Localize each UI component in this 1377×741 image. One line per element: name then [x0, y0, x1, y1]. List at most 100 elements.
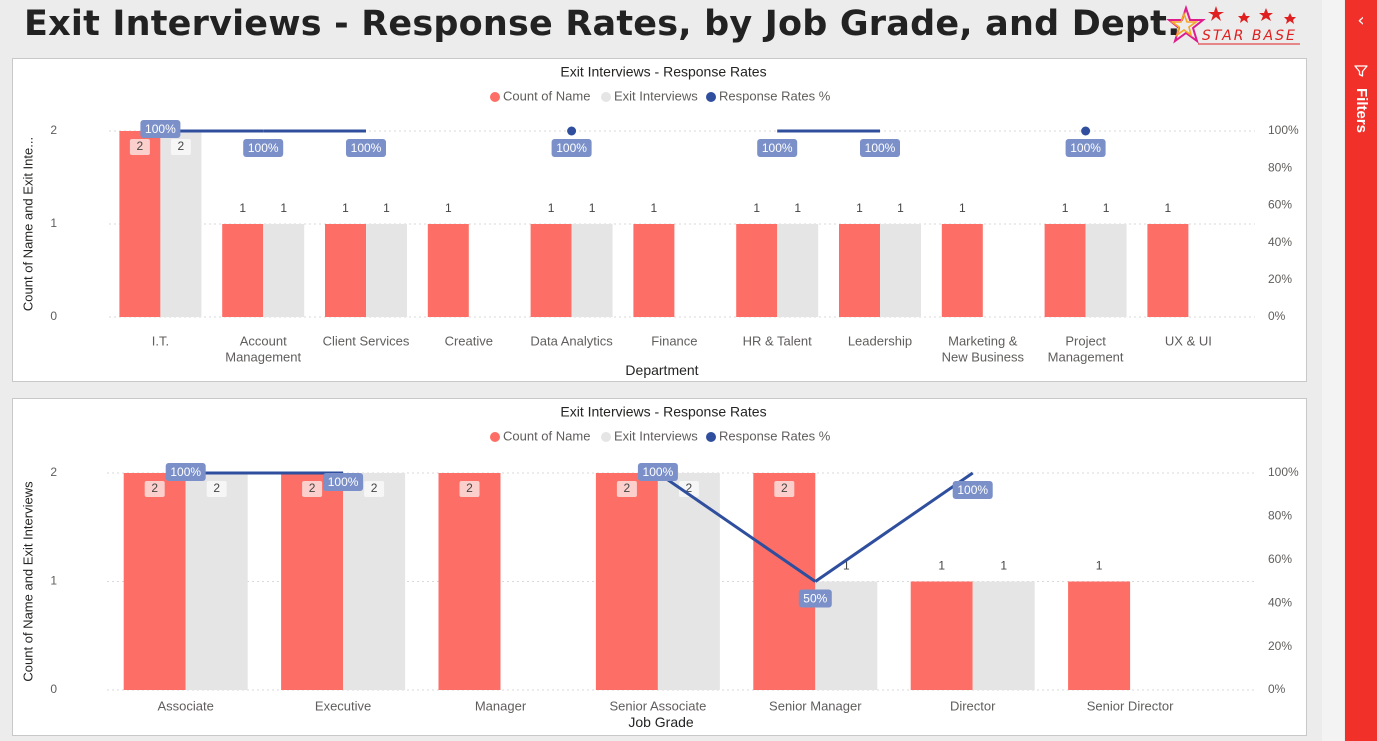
- legend-label-3: Response Rates %: [719, 428, 831, 443]
- rate-label-box: [637, 463, 678, 481]
- data-label-exit-interviews: 1: [794, 201, 801, 215]
- bar-count-of-name: [595, 473, 658, 690]
- data-label-count-of-name-box: [616, 481, 637, 497]
- data-label-count-of-name-box: [774, 481, 795, 497]
- data-label-exit-interviews: 1: [1000, 559, 1007, 573]
- data-label-count-of-name: 2: [781, 481, 788, 495]
- data-label-exit-interviews: 1: [280, 201, 287, 215]
- legend-marker-1: [490, 92, 500, 102]
- y-tick-label: 1: [50, 574, 57, 588]
- y2-tick-label: 40%: [1268, 595, 1292, 609]
- data-label-count-of-name: 2: [466, 481, 473, 495]
- y-tick-label: 0: [50, 309, 57, 323]
- category-label: Executive: [315, 698, 371, 713]
- bar-exit-interviews: [185, 473, 248, 690]
- bar-count-of-name: [839, 224, 880, 317]
- filters-label[interactable]: Filters: [1353, 88, 1370, 134]
- rate-label: 100%: [957, 483, 988, 497]
- rate-label: 100%: [328, 475, 359, 489]
- y-axis-title: Count of Name and Exit Interviews: [20, 481, 35, 682]
- category-label: HR & Talent: [743, 333, 813, 348]
- data-label-count-of-name: 1: [1165, 201, 1172, 215]
- data-label-exit-interviews-box: [206, 481, 227, 497]
- data-label-exit-interviews-box: [170, 139, 191, 155]
- data-label-exit-interviews: 2: [371, 481, 378, 495]
- filters-pane[interactable]: ‹ Filters: [1345, 0, 1377, 741]
- data-label-exit-interviews: 1: [897, 201, 904, 215]
- y-tick-label: 1: [50, 216, 57, 230]
- bar-exit-interviews: [777, 224, 819, 317]
- legend-label-2: Exit Interviews: [614, 428, 698, 443]
- y2-tick-label: 60%: [1268, 198, 1292, 212]
- y2-tick-label: 0%: [1268, 682, 1286, 696]
- category-label: Marketing &: [948, 333, 1018, 348]
- x-axis-title: Department: [625, 362, 698, 378]
- data-label-count-of-name: 1: [959, 201, 966, 215]
- rate-label: 100%: [248, 141, 279, 155]
- rate-label-box: [1065, 139, 1106, 157]
- data-label-count-of-name: 1: [1096, 559, 1103, 573]
- y2-tick-label: 40%: [1268, 235, 1292, 249]
- rate-label: 100%: [643, 465, 674, 479]
- data-label-count-of-name-box: [144, 481, 165, 497]
- category-label: New Business: [942, 349, 1025, 364]
- data-label-count-of-name: 2: [137, 139, 144, 153]
- bar-exit-interviews: [972, 581, 1035, 690]
- data-label-count-of-name: 1: [938, 559, 945, 573]
- page-gutter: [1322, 0, 1344, 741]
- data-label-count-of-name-box: [129, 139, 150, 155]
- department-response-rates-chart[interactable]: Exit Interviews - Response Rates Count of…: [13, 59, 1306, 381]
- category-label: Creative: [445, 333, 493, 348]
- y2-tick-label: 0%: [1268, 309, 1286, 323]
- bar-exit-interviews: [1085, 224, 1127, 317]
- rate-label-box: [798, 589, 832, 608]
- data-label-exit-interviews: 1: [383, 201, 390, 215]
- data-label-exit-interviews-box: [364, 481, 385, 497]
- x-axis-title: Job Grade: [628, 714, 694, 730]
- category-label: Senior Director: [1087, 698, 1174, 713]
- star-base-logo: STAR BASE: [1166, 4, 1300, 45]
- rate-label: 100%: [762, 141, 793, 155]
- data-label-exit-interviews: 2: [213, 481, 220, 495]
- bar-exit-interviews: [657, 473, 720, 690]
- data-label-count-of-name: 1: [651, 201, 658, 215]
- data-label-count-of-name-box: [302, 481, 323, 497]
- data-label-count-of-name: 2: [309, 481, 316, 495]
- y2-tick-label: 80%: [1268, 160, 1292, 174]
- data-label-exit-interviews: 1: [1103, 201, 1110, 215]
- page-title: Exit Interviews - Response Rates, by Job…: [24, 4, 1181, 44]
- category-label: Management: [225, 349, 301, 364]
- legend-marker-1: [490, 432, 500, 442]
- rate-label: 100%: [170, 465, 201, 479]
- rate-label: 50%: [803, 592, 827, 606]
- y2-tick-label: 80%: [1268, 509, 1292, 523]
- legend-marker-2: [601, 432, 611, 442]
- legend-marker-3: [706, 432, 716, 442]
- category-label: Management: [1048, 349, 1124, 364]
- bar-exit-interviews: [263, 224, 305, 317]
- chart-title: Exit Interviews - Response Rates: [560, 64, 766, 80]
- rate-label-box: [243, 139, 284, 157]
- funnel-icon: [1354, 65, 1368, 77]
- chevron-left-icon[interactable]: ‹: [1357, 10, 1365, 31]
- rate-label: 100%: [865, 141, 896, 155]
- y-tick-label: 2: [50, 123, 57, 137]
- bar-count-of-name: [281, 473, 344, 690]
- bar-count-of-name: [530, 224, 572, 317]
- legend-label-3: Response Rates %: [719, 88, 831, 103]
- job-grade-response-rates-chart[interactable]: Exit Interviews - Response Rates Count of…: [13, 399, 1306, 735]
- data-label-exit-interviews: 2: [686, 481, 693, 495]
- category-label: Finance: [651, 333, 697, 348]
- bar-count-of-name: [736, 224, 778, 317]
- bar-count-of-name: [438, 473, 501, 690]
- category-label: Leadership: [848, 333, 912, 348]
- bar-count-of-name: [941, 224, 983, 317]
- bar-count-of-name: [119, 131, 161, 317]
- category-label: Account: [240, 333, 287, 348]
- category-label: Associate: [158, 698, 214, 713]
- data-label-count-of-name: 1: [239, 201, 246, 215]
- bar-count-of-name: [1068, 581, 1131, 690]
- bar-count-of-name: [753, 473, 816, 690]
- legend-marker-2: [601, 92, 611, 102]
- category-label: Director: [950, 698, 996, 713]
